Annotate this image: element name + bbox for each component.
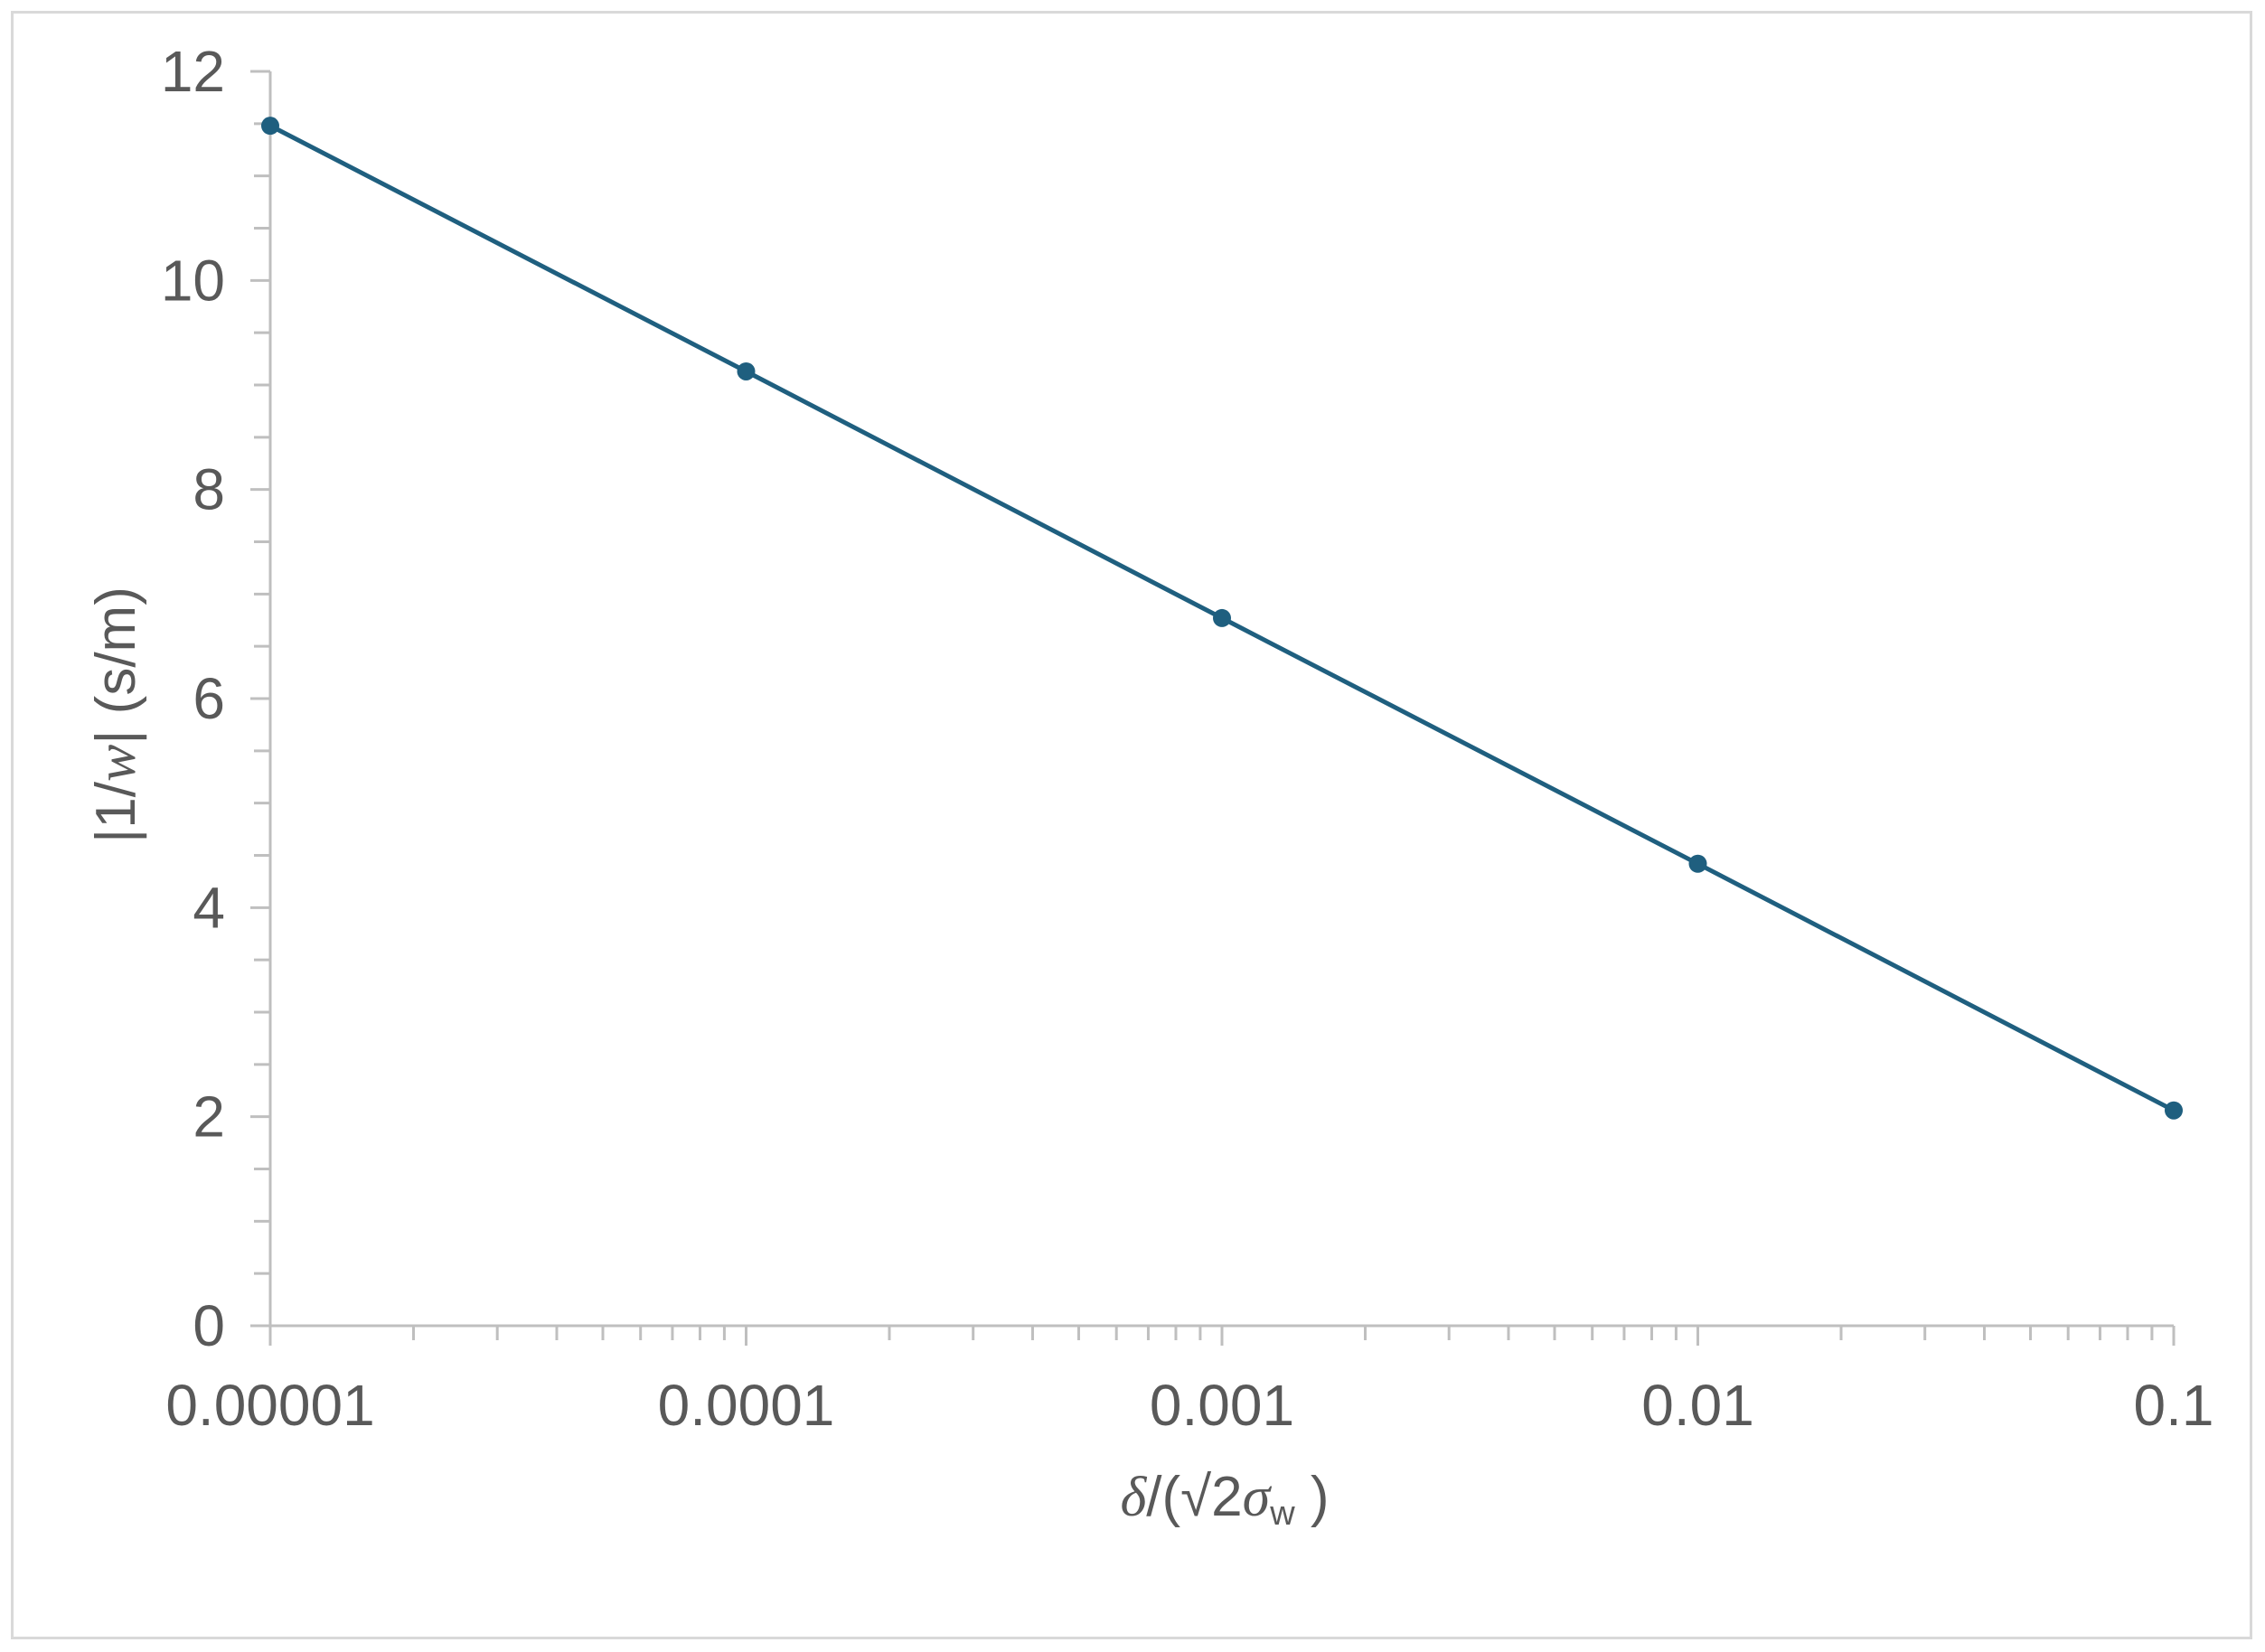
x-tick-label: 0.0001	[658, 1373, 835, 1438]
data-point	[737, 361, 756, 380]
data-point	[261, 117, 279, 136]
data-point	[1688, 854, 1707, 873]
x-axis-title-subscript: w	[1269, 1495, 1295, 1533]
data-point	[2165, 1101, 2183, 1120]
y-axis-title-post: | (s/m)	[85, 587, 147, 745]
y-axis-title: |1/w| (s/m)	[85, 587, 147, 843]
y-axis-title-pre: |1/	[85, 781, 147, 843]
y-tick-label: 0	[193, 1293, 225, 1358]
y-tick-label: 12	[161, 39, 225, 104]
x-axis-title-delta: δ	[1120, 1467, 1147, 1528]
x-tick-label: 0.01	[1641, 1373, 1754, 1438]
x-axis-title-sigma: σ	[1243, 1467, 1273, 1528]
svg-text:|1/w| (s/m): |1/w| (s/m)	[85, 587, 147, 843]
data-point	[1213, 608, 1231, 627]
y-tick-label: 6	[193, 666, 225, 731]
x-axis-title: δ/(√2σw )	[1120, 1466, 1329, 1533]
x-axis-title-close: )	[1295, 1466, 1330, 1528]
y-tick-label: 4	[193, 875, 225, 940]
x-tick-label: 0.00001	[165, 1373, 374, 1438]
y-tick-label: 8	[193, 457, 225, 522]
x-axis-title-sqrt: √	[1180, 1466, 1211, 1528]
x-axis-title-open: /(	[1146, 1466, 1180, 1528]
x-tick-label: 0.001	[1150, 1373, 1294, 1438]
y-axis-title-var: w	[86, 745, 147, 782]
chart-frame: |1/w| (s/m) δ/(√2σw ) 0 2 4 6 8 10 12 0.00001 0.…	[11, 11, 2252, 1639]
y-tick-label: 2	[193, 1084, 225, 1150]
svg-text:δ/(√2σw ): δ/(√2σw )	[1120, 1466, 1329, 1533]
y-tick-label: 10	[161, 248, 225, 313]
x-tick-label: 0.1	[2134, 1373, 2214, 1438]
x-axis-title-two: 2	[1211, 1466, 1242, 1528]
